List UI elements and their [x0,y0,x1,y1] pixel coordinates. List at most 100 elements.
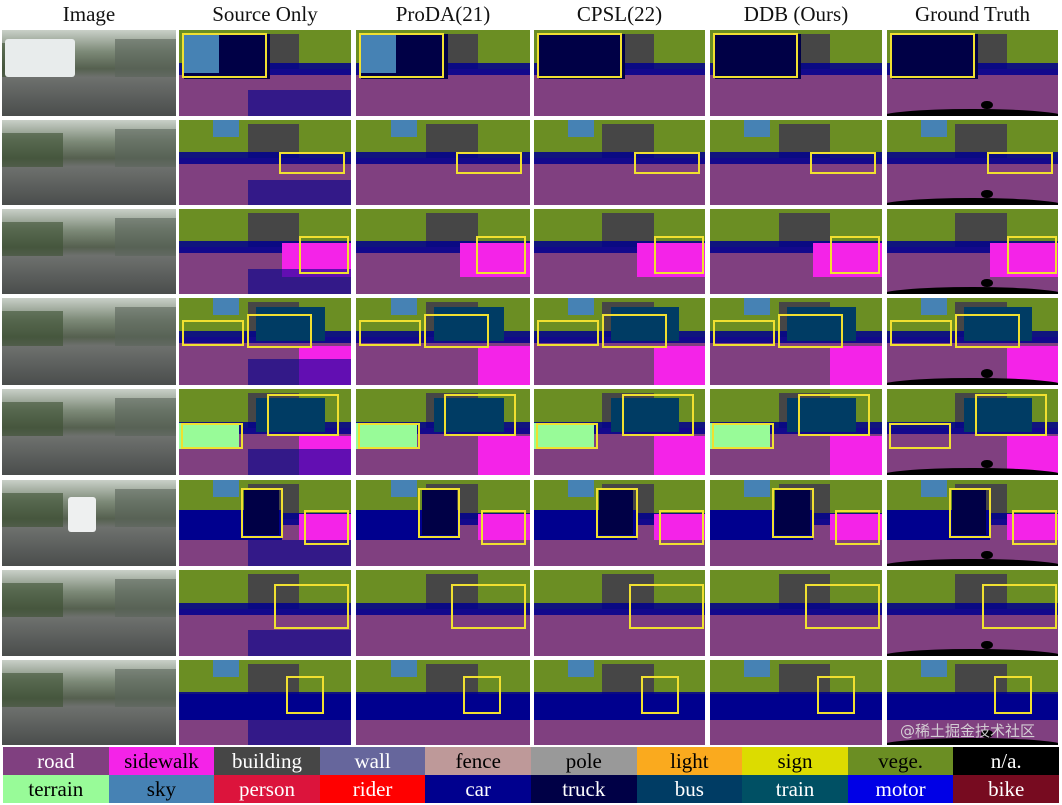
legend-sky: sky [108,775,215,803]
segmentation-map [179,480,351,566]
segment-region [710,152,882,165]
segment-region [68,497,96,532]
segmentation-map [710,660,882,745]
input-image [2,660,176,745]
input-image [2,120,176,205]
segment-region [179,241,351,254]
highlight-box [241,488,283,538]
segmentation-map [887,480,1058,566]
segment-region [115,488,176,528]
segment-region [477,514,530,541]
segment-region [981,550,994,560]
segmentation-map [534,389,705,475]
segmentation-map [356,660,530,745]
highlight-box [805,584,880,629]
segment-region [787,306,857,342]
legend-car: car [425,775,531,803]
segment-region [744,480,771,498]
segment-region [2,492,63,528]
segment-region [1006,514,1058,541]
segmentation-map [534,120,705,205]
segment-region [2,311,63,346]
segment-region [247,449,351,475]
input-image [2,30,176,116]
segmentation-map [534,660,705,745]
highlight-box [596,488,638,538]
segment-region [2,221,63,256]
segmentation-map [179,660,351,745]
segment-region [213,298,240,316]
segment-region [179,694,351,720]
segment-region [356,423,417,450]
header-source-only: Source Only [212,2,318,26]
highlight-box [889,423,951,449]
segment-region [115,128,176,167]
legend-sidewalk: sidewalk [108,747,215,775]
highlight-box [835,510,880,545]
highlight-box [654,236,704,274]
segment-region [568,120,594,137]
highlight-box [247,314,312,348]
segment-region [887,241,1058,254]
highlight-box [182,33,267,78]
segment-region [653,345,705,385]
segmentation-map [356,209,530,294]
segment-region [887,649,1058,656]
highlight-box [634,152,700,174]
segment-region [115,306,176,346]
segmentation-map [179,570,351,656]
segment-region [744,660,771,677]
segment-region [710,423,771,450]
segment-region [887,468,1058,475]
segmentation-map [710,209,882,294]
segment-region [356,602,530,615]
segment-region [887,378,1058,385]
legend-train: train [742,775,848,803]
segmentation-map [534,30,705,116]
segmentation-map [534,480,705,566]
highlight-box [286,676,324,714]
segment-region [887,109,1058,116]
highlight-box [181,423,243,449]
segment-region [963,306,1033,342]
segment-region [989,243,1058,277]
highlight-box [1012,510,1057,545]
highlight-box [456,152,522,174]
input-image [2,389,176,475]
segment-region [830,514,882,541]
segmentation-map [179,298,351,385]
highlight-box [1007,236,1057,274]
highlight-box [481,510,526,545]
segmentation-map [710,120,882,205]
header-image: Image [62,2,116,26]
highlight-box [987,152,1053,174]
legend-fence: fence [425,747,531,775]
segment-region [921,480,947,498]
highlight-box [537,33,622,78]
segment-region [981,189,994,199]
segment-region [715,34,802,80]
segment-region [710,241,882,254]
segment-region [361,34,397,73]
highlight-box [274,584,349,629]
legend-rider: rider [319,775,426,803]
segment-region [887,152,1058,165]
segment-region [981,729,994,739]
segment-region [115,217,176,256]
segment-region [2,672,63,707]
segment-region [356,694,530,720]
segment-region [422,490,457,536]
legend-terrain: terrain [3,775,109,803]
legend-building: building [214,747,320,775]
segmentation-map [710,389,882,475]
segment-region [921,660,947,677]
segmentation-map [887,120,1058,205]
legend-na: n/a. [953,747,1059,775]
segment-region [115,38,176,78]
highlight-box [712,423,774,449]
legend-pole: pole [530,747,637,775]
segment-region [951,490,987,536]
legend-vege: vege. [847,747,954,775]
segment-region [179,602,351,615]
segment-region [892,34,978,80]
